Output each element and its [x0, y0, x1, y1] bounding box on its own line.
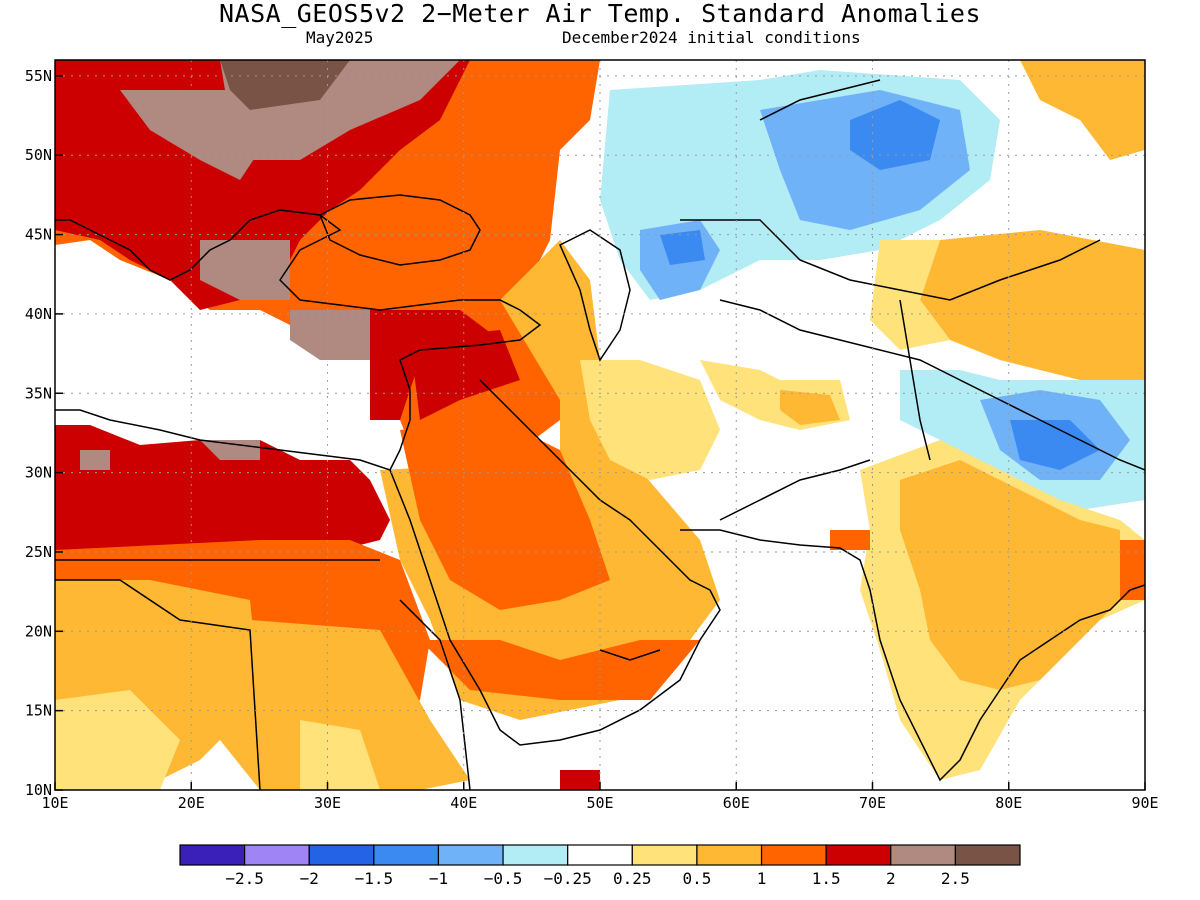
chart-title: NASA_GEOS5v2 2−Meter Air Temp. Standard …	[218, 0, 981, 28]
colorbar	[179, 844, 1021, 866]
lat-tick-label: 25N	[25, 543, 52, 561]
lon-tick-label: 30E	[314, 794, 341, 812]
colorbar-swatch	[502, 844, 569, 866]
lon-tick-label: 20E	[178, 794, 205, 812]
colorbar-swatch	[567, 844, 633, 866]
colorbar-label: −0.25	[544, 869, 592, 888]
colorbar-labels: −2.5 −2 −1.5 −1 −0.5 −0.25 0.25 0.5 1 1.5 2 2.5	[225, 869, 969, 888]
colorbar-label: 0.5	[682, 869, 711, 888]
lat-tick-label: 10N	[25, 781, 52, 799]
colorbar-swatch	[179, 844, 246, 866]
lon-tick-label: 40E	[450, 794, 477, 812]
lat-tick-label: 30N	[25, 464, 52, 482]
colorbar-swatch	[631, 844, 698, 866]
forecast-month: May2025	[306, 28, 374, 47]
lat-tick-label: 35N	[25, 384, 52, 402]
colorbar-label: −1	[429, 869, 448, 888]
lon-tick-label: 90E	[1131, 794, 1158, 812]
latitude-axis: 10N 15N 20N 25N 30N 35N 40N 45N 50N 55N	[25, 67, 63, 799]
lat-tick-label: 50N	[25, 146, 52, 164]
colorbar-swatch	[890, 844, 956, 866]
lon-tick-label: 70E	[859, 794, 886, 812]
lon-tick-label: 50E	[586, 794, 613, 812]
colorbar-label: 2	[886, 869, 896, 888]
lat-tick-label: 45N	[25, 226, 52, 244]
colorbar-swatch	[373, 844, 440, 866]
lat-tick-label: 15N	[25, 702, 52, 720]
colorbar-label: −0.5	[484, 869, 523, 888]
colorbar-swatch	[437, 844, 504, 866]
colorbar-label: −1.5	[355, 869, 394, 888]
colorbar-label: 0.25	[613, 869, 652, 888]
lat-lon-grid	[55, 60, 1145, 790]
colorbar-swatch	[308, 844, 375, 866]
lat-tick-label: 55N	[25, 67, 52, 85]
colorbar-label: −2	[300, 869, 319, 888]
longitude-axis: 10E 20E 30E 40E 50E 60E 70E 80E 90E	[41, 782, 1159, 812]
colorbar-swatch	[825, 844, 892, 866]
lat-tick-label: 20N	[25, 622, 52, 640]
lon-tick-label: 80E	[995, 794, 1022, 812]
colorbar-swatch	[244, 844, 310, 866]
colorbar-label: 1.5	[812, 869, 841, 888]
lat-tick-label: 40N	[25, 305, 52, 323]
lon-tick-label: 10E	[41, 794, 68, 812]
colorbar-label: −2.5	[225, 869, 264, 888]
colorbar-label: 2.5	[941, 869, 970, 888]
initial-conditions: December2024 initial conditions	[562, 28, 861, 47]
lon-tick-label: 60E	[723, 794, 750, 812]
colorbar-swatch	[696, 844, 763, 866]
colorbar-swatch	[760, 844, 827, 866]
colorbar-swatch	[954, 844, 1021, 866]
colorbar-label: 1	[757, 869, 767, 888]
